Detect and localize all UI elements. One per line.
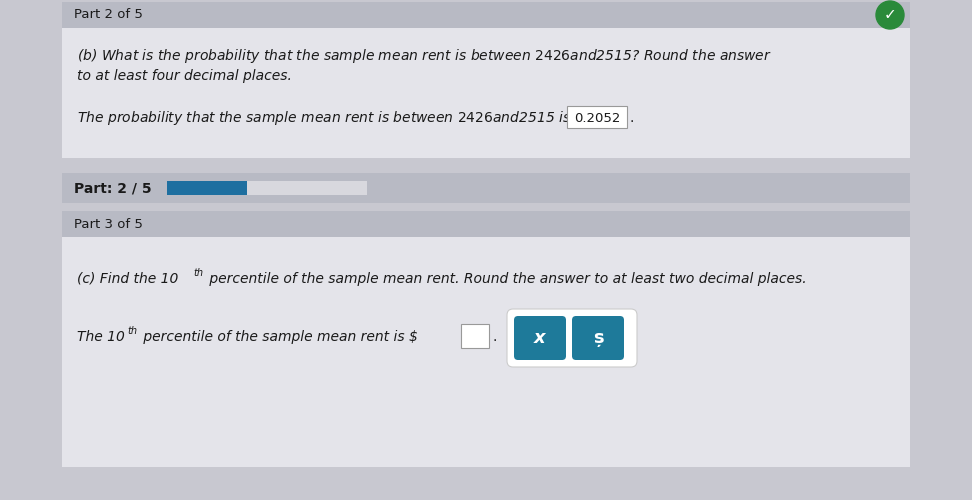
- Bar: [567, 106, 627, 128]
- Text: ș: ș: [593, 329, 604, 347]
- Text: to at least four decimal places.: to at least four decimal places.: [77, 69, 292, 83]
- Text: .: .: [629, 111, 634, 125]
- Bar: [62, 158, 910, 173]
- Text: x: x: [535, 329, 546, 347]
- Text: Part: 2 / 5: Part: 2 / 5: [74, 181, 152, 195]
- Text: ✓: ✓: [884, 8, 896, 22]
- Circle shape: [876, 1, 904, 29]
- Text: (b) What is the probability that the sample mean rent is between $2426 and $2515: (b) What is the probability that the sam…: [77, 47, 772, 65]
- Text: The probability that the sample mean rent is between $2426 and $2515 is: The probability that the sample mean ren…: [77, 109, 572, 127]
- Bar: [62, 203, 910, 211]
- Text: Part 2 of 5: Part 2 of 5: [74, 8, 143, 22]
- FancyBboxPatch shape: [507, 309, 637, 367]
- Bar: [62, 173, 910, 203]
- FancyBboxPatch shape: [514, 316, 566, 360]
- Text: th: th: [127, 326, 137, 336]
- Bar: [62, 28, 910, 158]
- Text: percentile of the sample mean rent. Round the answer to at least two decimal pla: percentile of the sample mean rent. Roun…: [205, 272, 807, 286]
- Bar: [461, 324, 489, 348]
- Bar: [167, 181, 367, 195]
- Text: (c) Find the 10: (c) Find the 10: [77, 272, 179, 286]
- Bar: [62, 211, 910, 237]
- Text: The 10: The 10: [77, 330, 124, 344]
- Bar: [62, 2, 910, 28]
- Text: percentile of the sample mean rent is $: percentile of the sample mean rent is $: [139, 330, 418, 344]
- Bar: [167, 181, 247, 195]
- FancyBboxPatch shape: [572, 316, 624, 360]
- Bar: [62, 237, 910, 467]
- Text: th: th: [193, 268, 203, 278]
- Text: .: .: [492, 330, 497, 344]
- Text: Part 3 of 5: Part 3 of 5: [74, 218, 143, 230]
- Text: 0.2052: 0.2052: [573, 112, 620, 124]
